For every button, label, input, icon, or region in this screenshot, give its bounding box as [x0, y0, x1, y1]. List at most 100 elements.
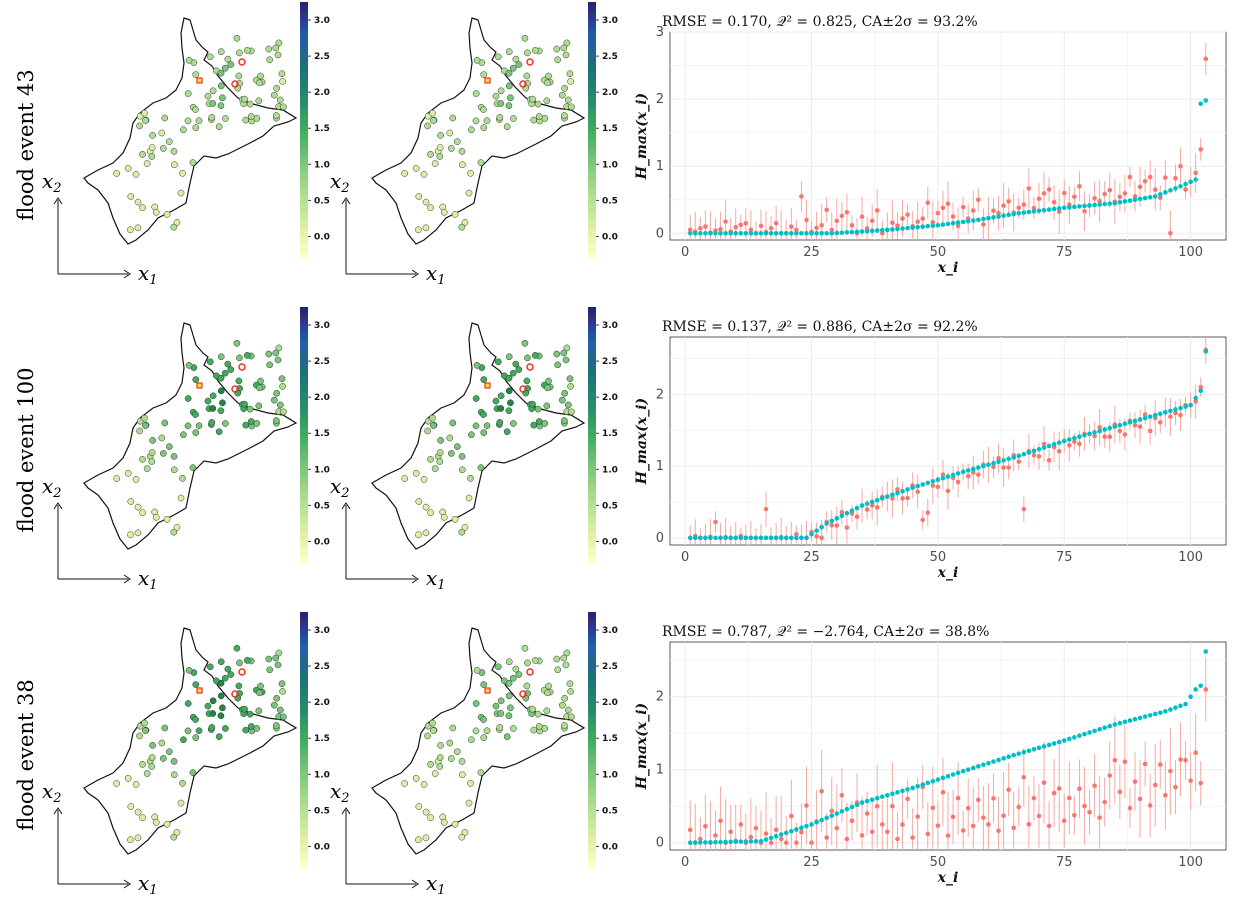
station-marker: [530, 116, 538, 124]
x2-label-sub: 2: [52, 181, 61, 196]
observed-point: [789, 230, 794, 236]
x2-label: x2: [330, 169, 350, 196]
station-marker: [280, 103, 287, 111]
station-marker: [521, 34, 529, 42]
predicted-point: [1056, 448, 1062, 454]
station-marker: [189, 464, 197, 471]
red-square-marker: [484, 77, 491, 84]
y-axis-label: H_max(x_i): [634, 398, 650, 485]
observed-point: [804, 823, 809, 829]
x-tick-label: 75: [1056, 855, 1073, 870]
station-marker: [148, 153, 156, 160]
x2-label: x2: [330, 474, 350, 501]
colorbar-tick-label: 2.5: [602, 662, 618, 672]
station-marker: [185, 56, 193, 64]
station-marker: [192, 124, 200, 132]
station-marker: [141, 727, 149, 734]
red-circle-marker: [519, 80, 527, 88]
map-panel: x1 x2 0.0 0.5 1.0 1.5 2.0 2.5 3.0: [330, 612, 618, 897]
predicted-point: [1173, 410, 1178, 416]
observed-point: [844, 806, 850, 812]
station-marker: [473, 666, 481, 674]
observed-point: [981, 762, 986, 768]
observed-point: [1178, 184, 1183, 189]
station-marker: [127, 803, 135, 810]
red-square-marker: [196, 382, 203, 389]
observed-point: [1122, 719, 1128, 725]
observed-point: [753, 839, 759, 844]
observed-point: [768, 230, 774, 236]
observed-point: [1203, 349, 1209, 354]
station-marker: [184, 727, 192, 735]
station-marker: [512, 360, 520, 368]
station-marker: [158, 129, 166, 137]
station-marker: [247, 113, 255, 120]
colorbar-tick-label: 0.0: [314, 842, 330, 852]
station-marker: [273, 84, 281, 92]
station-marker: [483, 117, 491, 125]
station-marker: [179, 474, 186, 482]
plot-title: RMSE = 0.787, 𝒬² = −2.764, CA±2σ = 38.8%: [662, 624, 989, 640]
observed-point: [930, 223, 936, 229]
observed-point: [864, 501, 870, 507]
observed-point: [854, 802, 860, 808]
station-marker: [222, 420, 229, 427]
red-square-marker: [484, 382, 491, 389]
predicted-point: [718, 226, 723, 232]
station-marker: [509, 674, 517, 682]
observed-point: [1006, 456, 1011, 462]
station-marker: [177, 189, 185, 197]
observed-point: [1016, 210, 1022, 216]
station-marker: [253, 420, 261, 427]
observed-point: [708, 230, 713, 236]
station-marker: [424, 427, 431, 435]
station-marker: [143, 160, 151, 167]
colorbar-tick-label: 2.0: [602, 393, 618, 403]
station-marker: [566, 70, 574, 78]
predicted-point: [991, 796, 996, 801]
station-marker: [558, 701, 566, 709]
station-marker: [448, 755, 455, 762]
colorbar-tick-label: 0.5: [602, 806, 618, 816]
predicted-point: [945, 201, 951, 207]
station-marker: [544, 79, 551, 87]
x1-label-sub: 1: [149, 883, 157, 897]
station-marker: [272, 112, 280, 119]
station-marker: [497, 87, 505, 95]
station-marker: [173, 829, 181, 836]
predicted-point: [874, 208, 880, 213]
station-marker: [192, 376, 200, 383]
predicted-point: [895, 836, 900, 842]
observed-point: [976, 217, 981, 223]
colorbar-tick-label: 0.0: [602, 842, 618, 852]
observed-point: [1087, 203, 1092, 208]
observed-point: [763, 535, 769, 541]
colorbar-tick-label: 1.0: [602, 160, 618, 170]
station-marker: [209, 87, 217, 95]
map-panels: x1 x2 0.0 0.5 1.0 1.5 2.0 2.5 3.0 x1 x2 0.0 0.5 1.0 1.…: [42, 2, 618, 897]
observed-point: [723, 230, 728, 236]
predicted-point: [789, 224, 794, 229]
island-outline: [371, 322, 585, 550]
station-marker: [206, 663, 214, 671]
observed-point: [713, 535, 718, 541]
station-marker: [278, 70, 286, 78]
station-marker: [505, 82, 513, 90]
predicted-point: [900, 822, 905, 827]
station-marker: [272, 44, 280, 52]
station-marker: [431, 770, 439, 777]
station-marker: [530, 421, 538, 429]
x1-label: x1: [138, 261, 158, 288]
station-marker: [163, 820, 171, 828]
predicted-point: [789, 813, 794, 819]
observed-point: [1026, 450, 1032, 455]
observed-point: [895, 490, 900, 496]
station-marker: [543, 402, 551, 410]
observed-point: [1046, 207, 1052, 212]
station-marker: [236, 354, 243, 362]
observed-point: [1112, 722, 1118, 727]
station-marker: [467, 779, 474, 787]
observed-point: [1152, 412, 1158, 418]
colorbar-tick-label: 0.0: [602, 232, 618, 242]
station-marker: [192, 429, 200, 437]
